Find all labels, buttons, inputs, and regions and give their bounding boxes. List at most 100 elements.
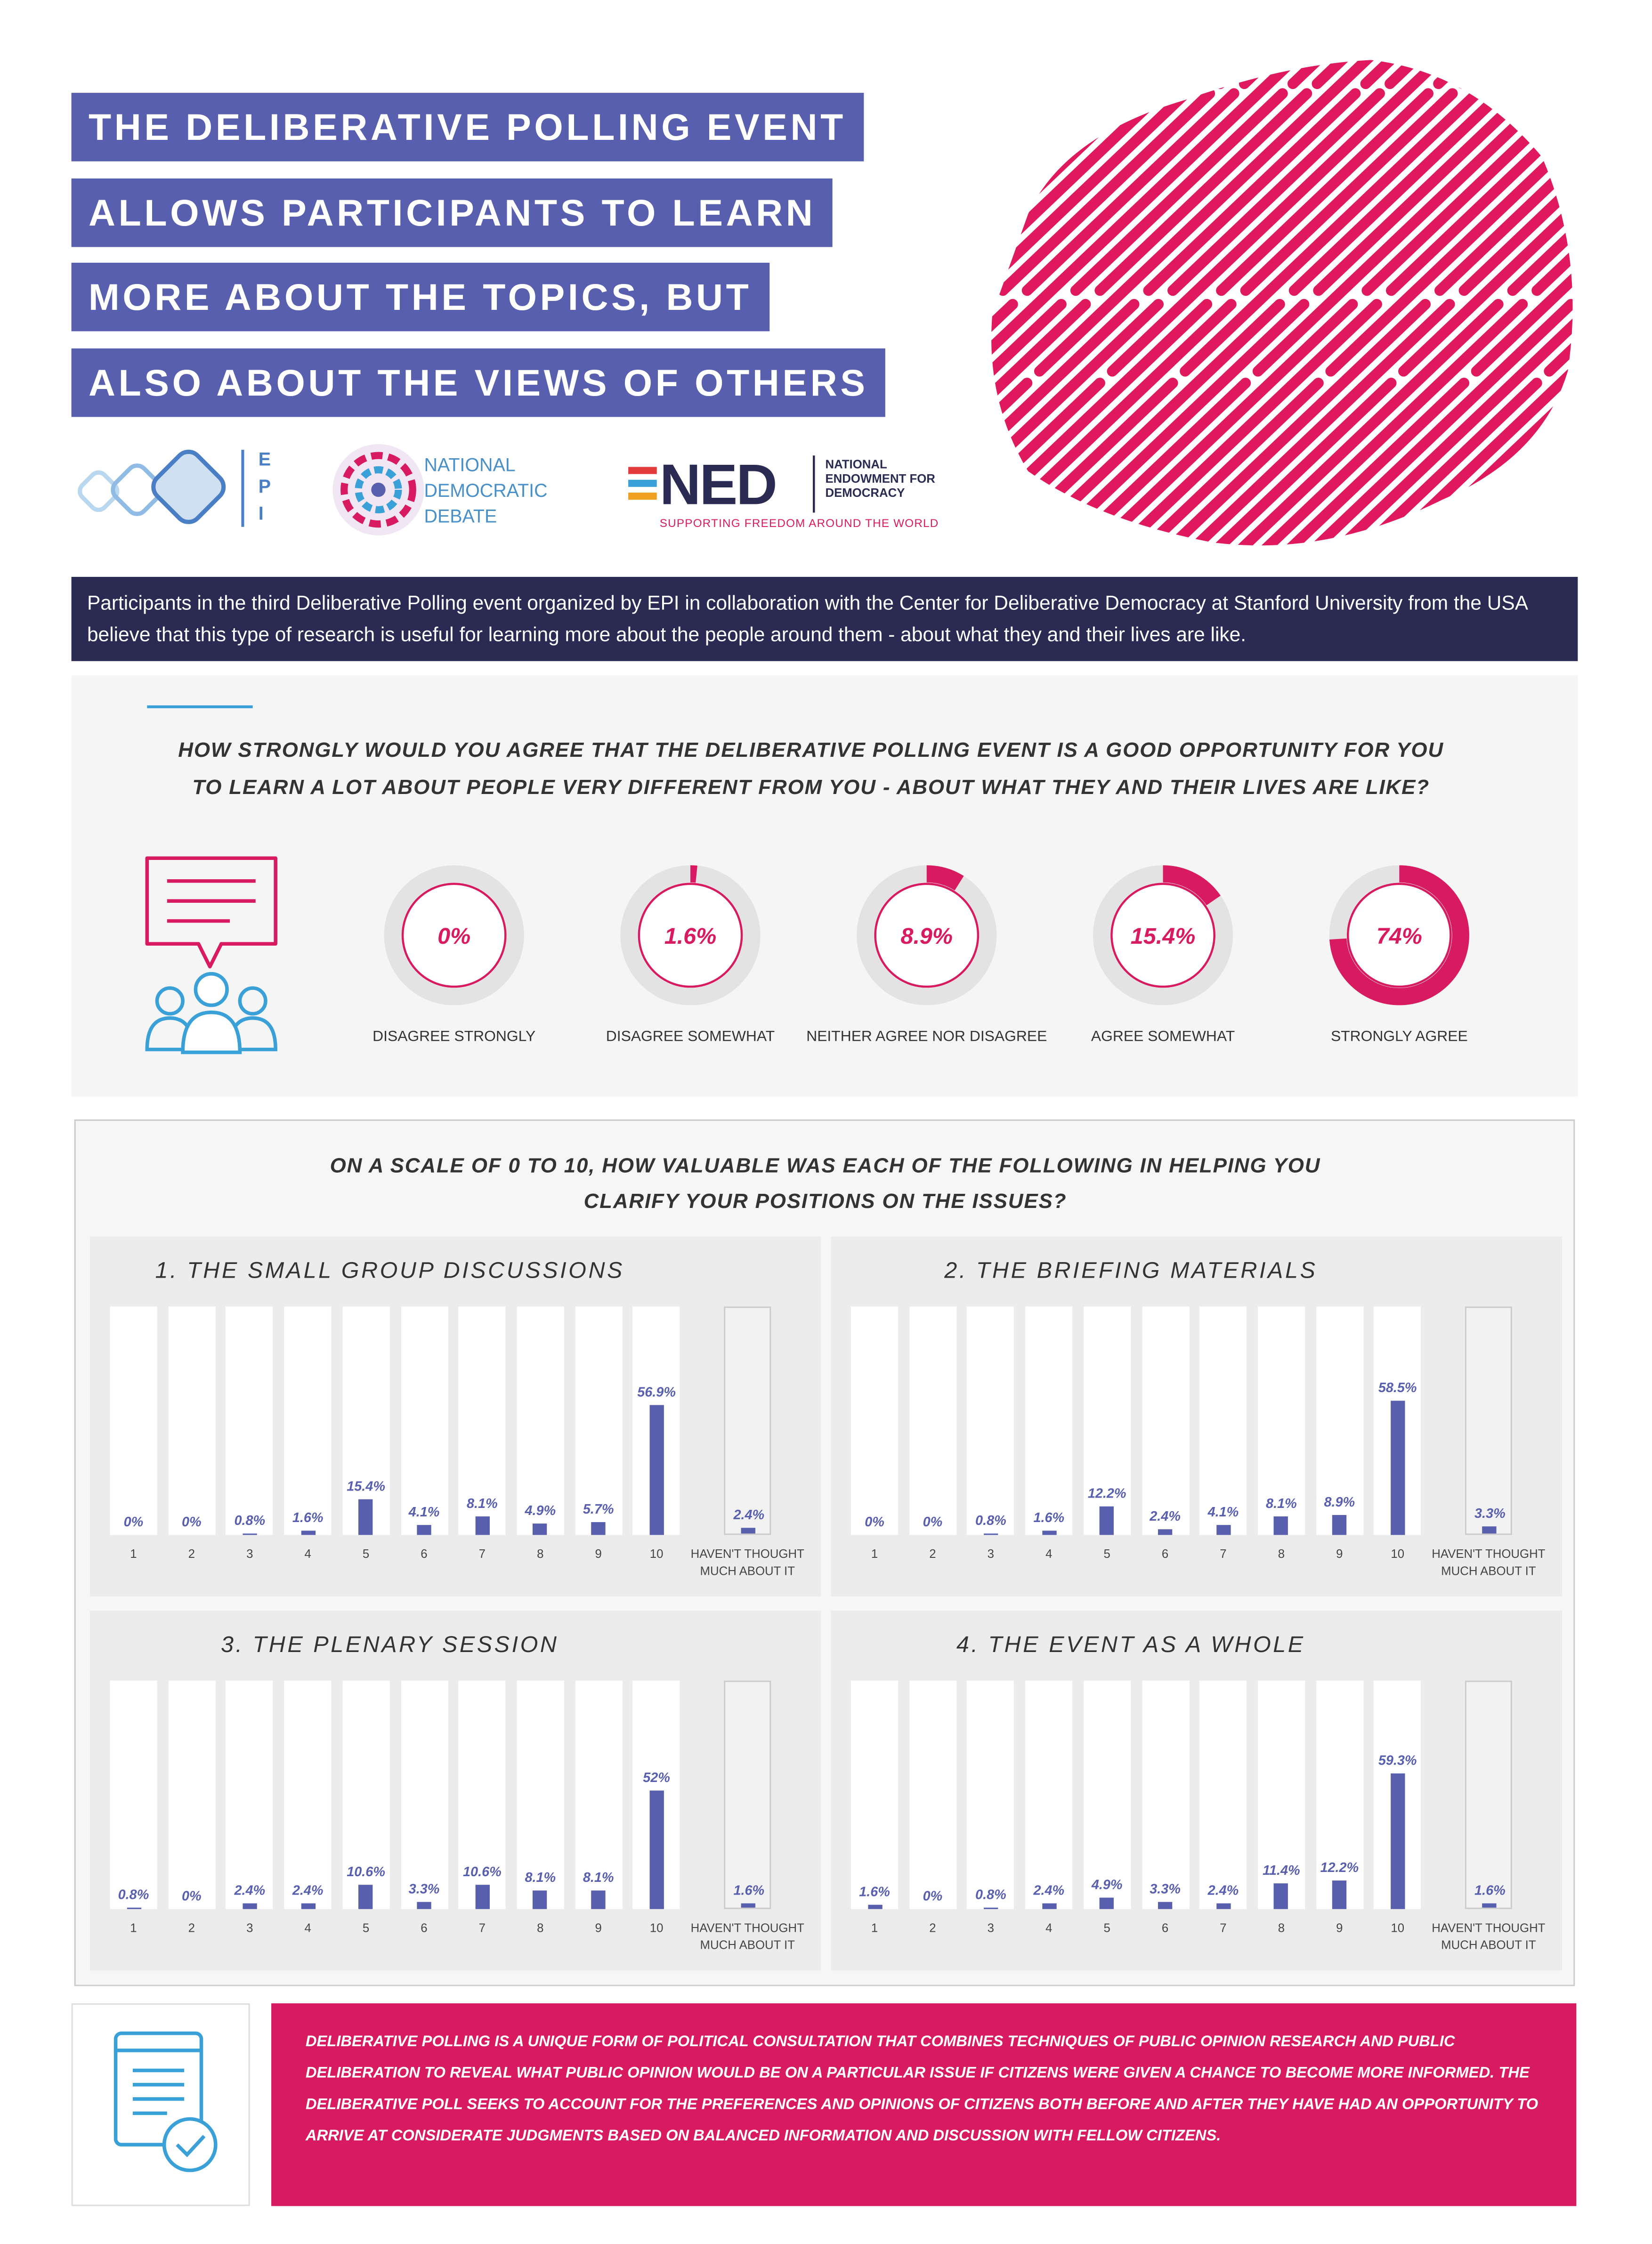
value-label: 0% bbox=[923, 1889, 943, 1905]
stripe bbox=[991, 60, 1478, 546]
panel-title: 3. THE PLENARY SESSION bbox=[221, 1633, 559, 1658]
value-label: 52% bbox=[643, 1770, 670, 1786]
donut-chart: 0% DISAGREE STRONGLY 1.6% DISAGREE SOMEWHAT… bbox=[373, 865, 1469, 1044]
bar-track: 2.4% bbox=[1142, 1306, 1189, 1535]
category-label: AGREE SOMEWHAT bbox=[1091, 1027, 1235, 1044]
value-label: 8.1% bbox=[1266, 1496, 1297, 1513]
category-label: 8 bbox=[537, 1546, 544, 1561]
bar-track: 5.7% bbox=[575, 1306, 622, 1535]
bar-panel: 3. THE PLENARY SESSION 0.8% 1 0% 2 2.4% 3 2.4% 4… bbox=[90, 1611, 821, 1971]
value-label: 10.6% bbox=[347, 1864, 385, 1881]
category-label: 10 bbox=[649, 1546, 664, 1561]
category-label: 1 bbox=[130, 1920, 137, 1935]
value-label: 3.3% bbox=[1474, 1506, 1506, 1522]
bar-track: 52% bbox=[633, 1680, 680, 1909]
bar bbox=[300, 1904, 315, 1909]
bar bbox=[1332, 1515, 1347, 1535]
category-label: 10 bbox=[1391, 1920, 1405, 1935]
category-label: HAVEN'T THOUGHT MUCH ABOUT IT bbox=[1432, 1920, 1546, 1952]
bar-track: 1.6% bbox=[851, 1680, 899, 1909]
bar bbox=[1481, 1526, 1496, 1534]
value-label: 15.4% bbox=[347, 1480, 385, 1496]
stripe bbox=[1182, 60, 1573, 546]
bar-panel: 4. THE EVENT AS A WHOLE 1.6% 1 0% 2 0.8% 3 2.4%… bbox=[831, 1611, 1563, 1971]
bar-track: 0% bbox=[110, 1306, 157, 1535]
stripe bbox=[991, 60, 1259, 546]
bar-track: 4.9% bbox=[517, 1306, 564, 1535]
bar bbox=[983, 1907, 998, 1909]
panel-title: 4. THE EVENT AS A WHOLE bbox=[956, 1633, 1305, 1658]
decor bbox=[991, 60, 1573, 546]
bar-track: 2.4% bbox=[724, 1306, 771, 1535]
value-label: 0% bbox=[182, 1515, 202, 1531]
value-label: 3.3% bbox=[1150, 1881, 1181, 1897]
value-label: 0% bbox=[865, 1515, 884, 1531]
ned-logo-text: NED bbox=[659, 454, 777, 517]
bar bbox=[649, 1405, 664, 1535]
bar bbox=[591, 1522, 606, 1535]
donut-arc bbox=[857, 865, 997, 1005]
stripe bbox=[991, 60, 1308, 546]
bar-track: 2.4% bbox=[226, 1680, 274, 1909]
bar-track: 3.3% bbox=[1142, 1680, 1189, 1909]
bar bbox=[649, 1790, 664, 1909]
logos bbox=[78, 444, 815, 535]
stripe bbox=[1571, 60, 1573, 546]
bar bbox=[1158, 1901, 1173, 1909]
intro-box: Participants in the third Deliberative P… bbox=[71, 576, 1578, 661]
stripe bbox=[991, 60, 1235, 546]
bar-track: 12.2% bbox=[1083, 1306, 1131, 1535]
donut-track bbox=[384, 865, 524, 1005]
title-line: THE DELIBERATIVE POLLING EVENT bbox=[71, 93, 864, 162]
bar bbox=[1274, 1883, 1289, 1909]
bar bbox=[1100, 1507, 1114, 1535]
donut-label: 74% bbox=[1377, 924, 1422, 949]
bar-track: 4.1% bbox=[1199, 1306, 1247, 1535]
value-label: 3.3% bbox=[408, 1881, 440, 1897]
value-label: 4.1% bbox=[408, 1506, 440, 1522]
value-label: 0.8% bbox=[118, 1887, 149, 1903]
category-label: 9 bbox=[595, 1920, 602, 1935]
bar bbox=[1158, 1529, 1173, 1535]
bar bbox=[1216, 1904, 1231, 1909]
ned-mark bbox=[628, 455, 815, 513]
bar-track: 8.1% bbox=[575, 1680, 622, 1909]
value-label: 58.5% bbox=[1378, 1381, 1417, 1397]
category-label: 6 bbox=[1161, 1920, 1169, 1935]
bar bbox=[740, 1528, 755, 1534]
value-label: 2.4% bbox=[1207, 1883, 1239, 1900]
bar bbox=[1274, 1516, 1289, 1535]
category-label: 3 bbox=[246, 1546, 253, 1561]
stripe bbox=[1304, 60, 1573, 546]
donut-inner bbox=[874, 883, 980, 988]
panel-title: 2. THE BRIEFING MATERIALS bbox=[944, 1259, 1318, 1284]
bar bbox=[533, 1523, 548, 1535]
category-label: 2 bbox=[188, 1546, 195, 1561]
bar bbox=[1100, 1898, 1114, 1909]
donut-label: 8.9% bbox=[900, 924, 953, 949]
bar bbox=[358, 1885, 373, 1909]
bar bbox=[475, 1885, 490, 1909]
category-label: 7 bbox=[478, 1546, 486, 1561]
category-label: 1 bbox=[130, 1546, 137, 1561]
stripe bbox=[1474, 60, 1573, 546]
category-label: 8 bbox=[1278, 1546, 1285, 1561]
category-label: 10 bbox=[1391, 1546, 1405, 1561]
bar bbox=[475, 1516, 490, 1535]
bar-track: 58.5% bbox=[1374, 1306, 1421, 1535]
bar bbox=[1332, 1881, 1347, 1909]
donut-label: 1.6% bbox=[664, 924, 717, 949]
bar-track: 2.4% bbox=[1025, 1680, 1073, 1909]
bar-track: 1.6% bbox=[1465, 1680, 1512, 1909]
bar-track: 56.9% bbox=[633, 1306, 680, 1535]
value-label: 0.8% bbox=[234, 1513, 266, 1529]
title-line: ALLOWS PARTICIPANTS TO LEARN bbox=[71, 178, 833, 247]
bar bbox=[417, 1901, 431, 1909]
value-label: 2.4% bbox=[234, 1883, 266, 1900]
bar bbox=[1042, 1531, 1056, 1535]
category-label: 9 bbox=[595, 1546, 602, 1561]
category-label: 8 bbox=[1278, 1920, 1285, 1935]
value-label: 1.6% bbox=[292, 1511, 324, 1527]
